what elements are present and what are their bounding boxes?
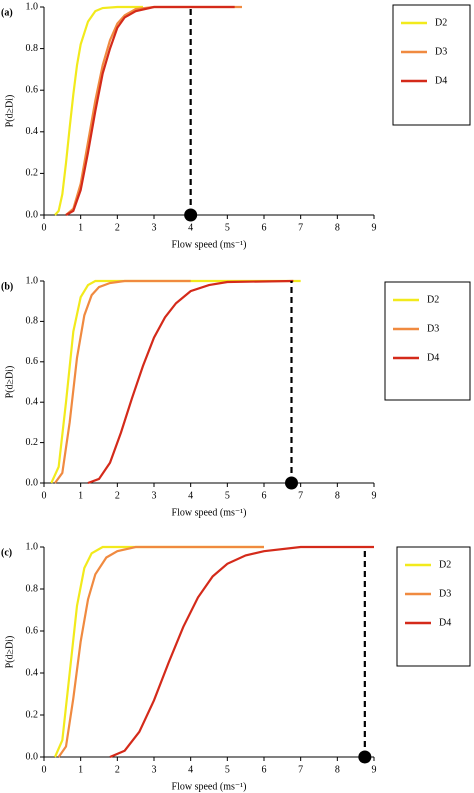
x-tick-label: 2 (115, 764, 120, 775)
y-tick-label: 0.8 (26, 43, 39, 54)
y-tick-label: 0.0 (26, 751, 39, 762)
x-tick-label: 0 (42, 222, 47, 233)
marker-dot (285, 476, 298, 490)
x-tick-label: 0 (42, 764, 47, 775)
y-tick-label: 1.0 (26, 275, 39, 286)
series-line (87, 279, 294, 485)
series-line (57, 545, 264, 758)
y-axis-label: P(d≥Di) (4, 636, 15, 669)
legend-label: D3 (439, 588, 451, 599)
y-tick-label: 0.8 (26, 583, 39, 594)
x-tick-label: 6 (262, 764, 267, 775)
legend-label: D2 (435, 17, 447, 28)
x-tick-label: 7 (298, 490, 303, 501)
y-tick-label: 0.8 (26, 316, 39, 327)
series-line (54, 5, 143, 216)
x-tick-label: 7 (298, 222, 303, 233)
legend-box (384, 281, 471, 401)
x-tick-label: 6 (262, 490, 267, 501)
series-line (109, 545, 374, 759)
legend-label: D2 (427, 294, 439, 305)
x-tick-label: 8 (335, 764, 340, 775)
x-tick-label: 1 (78, 222, 83, 233)
y-tick-label: 1.0 (26, 541, 39, 552)
x-tick-label: 5 (225, 490, 230, 501)
x-tick-label: 5 (225, 764, 230, 775)
x-axis-label: Flow speed (ms⁻¹) (172, 507, 247, 518)
y-axis-label: P(d≥Di) (4, 95, 15, 128)
panel-label: (c) (1, 547, 12, 558)
x-tick-label: 6 (262, 222, 267, 233)
y-tick-label: 0.6 (26, 356, 39, 367)
legend-label: D2 (439, 559, 451, 570)
marker-dot (358, 750, 372, 764)
x-tick-label: 7 (298, 764, 303, 775)
y-tick-label: 0.2 (26, 709, 39, 720)
y-axis-label: P(d≥Di) (4, 366, 15, 399)
y-tick-label: 0.4 (26, 396, 39, 407)
legend-box (392, 4, 471, 126)
series-line (65, 5, 242, 216)
x-tick-label: 2 (115, 490, 120, 501)
y-tick-label: 0.4 (26, 667, 39, 678)
y-tick-label: 0.0 (26, 477, 39, 488)
x-tick-label: 1 (78, 764, 83, 775)
legend-label: D4 (435, 75, 447, 86)
panel-label: (a) (1, 7, 13, 18)
x-tick-label: 8 (335, 490, 340, 501)
x-axis-label: Flow speed (ms⁻¹) (172, 781, 247, 792)
x-tick-label: 5 (225, 222, 230, 233)
panel-label: (b) (1, 281, 13, 292)
legend-box (396, 546, 471, 667)
x-tick-label: 3 (152, 764, 157, 775)
legend-label: D4 (439, 617, 451, 628)
y-tick-label: 0.2 (26, 437, 39, 448)
x-axis-label: Flow speed (ms⁻¹) (172, 239, 247, 250)
series-line (53, 545, 264, 758)
x-tick-label: 9 (372, 764, 377, 775)
x-tick-label: 2 (115, 222, 120, 233)
series-line (50, 279, 301, 484)
x-tick-label: 3 (152, 490, 157, 501)
x-tick-label: 0 (42, 490, 47, 501)
y-tick-label: 1.0 (26, 1, 39, 12)
marker-dot (184, 208, 198, 222)
y-tick-label: 0.6 (26, 84, 39, 95)
legend-label: D3 (427, 323, 439, 334)
series-line (65, 5, 235, 216)
legend-label: D4 (427, 352, 439, 363)
x-tick-label: 9 (372, 222, 377, 233)
x-tick-label: 1 (78, 490, 83, 501)
legend-label: D3 (435, 46, 447, 57)
x-tick-label: 4 (188, 764, 193, 775)
x-tick-label: 3 (152, 222, 157, 233)
x-tick-label: 9 (372, 490, 377, 501)
y-tick-label: 0.4 (26, 126, 39, 137)
series-line (54, 279, 191, 484)
x-tick-label: 4 (188, 222, 193, 233)
y-tick-label: 0.6 (26, 625, 39, 636)
y-tick-label: 0.0 (26, 209, 39, 220)
x-tick-label: 8 (335, 222, 340, 233)
x-tick-label: 4 (188, 490, 193, 501)
y-tick-label: 0.2 (26, 168, 39, 179)
